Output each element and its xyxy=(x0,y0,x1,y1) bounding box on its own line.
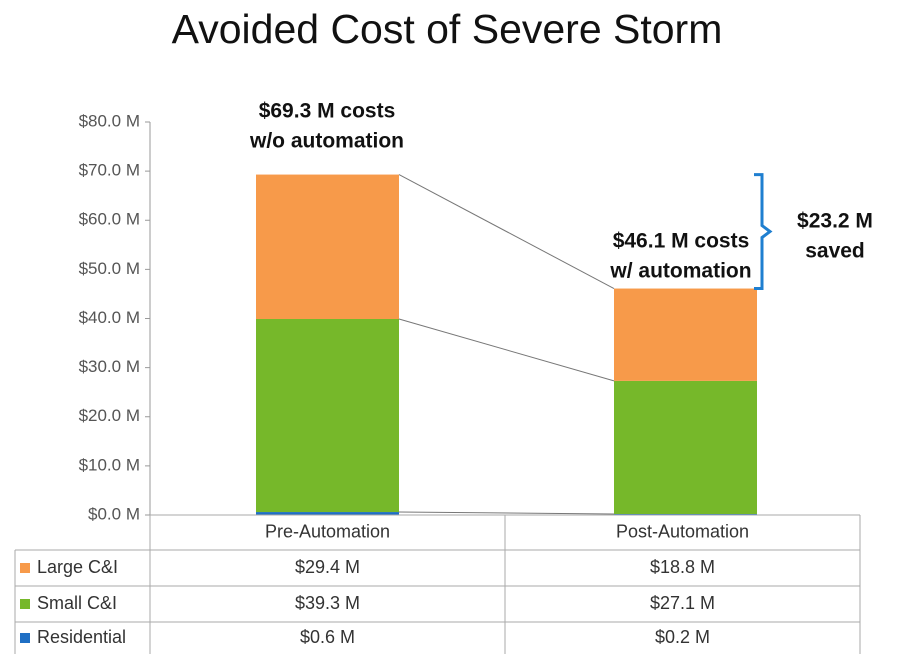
chart-title: Avoided Cost of Severe Storm xyxy=(172,6,723,52)
table-value: $29.4 M xyxy=(295,557,360,577)
table-value: $0.2 M xyxy=(655,627,710,647)
legend-swatch xyxy=(20,563,30,573)
legend-swatch xyxy=(20,633,30,643)
connector xyxy=(398,318,615,382)
annotation: w/ automation xyxy=(609,260,751,283)
bracket xyxy=(754,173,773,291)
table-value: $39.3 M xyxy=(295,593,360,613)
bar-segment xyxy=(614,380,757,515)
table-value: $27.1 M xyxy=(650,593,715,613)
y-tick-label: $70.0 M xyxy=(79,161,140,180)
table-header: Post-Automation xyxy=(616,521,749,541)
legend-swatch xyxy=(20,599,30,609)
y-tick-label: $80.0 M xyxy=(79,111,140,130)
table-header: Pre-Automation xyxy=(265,521,390,541)
annotation: w/o automation xyxy=(249,130,404,153)
y-tick-label: $10.0 M xyxy=(79,455,140,474)
annotation: $23.2 M xyxy=(797,210,873,233)
y-tick-label: $50.0 M xyxy=(79,259,140,278)
bar-segment xyxy=(256,318,399,513)
table-value: $18.8 M xyxy=(650,557,715,577)
y-tick-label: $30.0 M xyxy=(79,357,140,376)
bar-segment xyxy=(256,512,399,515)
y-tick-label: $0.0 M xyxy=(88,504,140,523)
y-tick-label: $20.0 M xyxy=(79,406,140,425)
bar-segment xyxy=(614,288,757,381)
legend-label: Residential xyxy=(37,627,126,647)
table-value: $0.6 M xyxy=(300,627,355,647)
legend-label: Large C&I xyxy=(37,557,118,577)
annotation: $69.3 M costs xyxy=(259,100,396,123)
annotation: $46.1 M costs xyxy=(613,230,750,253)
y-tick-label: $60.0 M xyxy=(79,210,140,229)
bar-segment xyxy=(256,174,399,319)
connector xyxy=(398,511,615,515)
connector xyxy=(398,174,615,289)
annotation: saved xyxy=(805,240,865,263)
legend-label: Small C&I xyxy=(37,593,117,613)
y-tick-label: $40.0 M xyxy=(79,308,140,327)
